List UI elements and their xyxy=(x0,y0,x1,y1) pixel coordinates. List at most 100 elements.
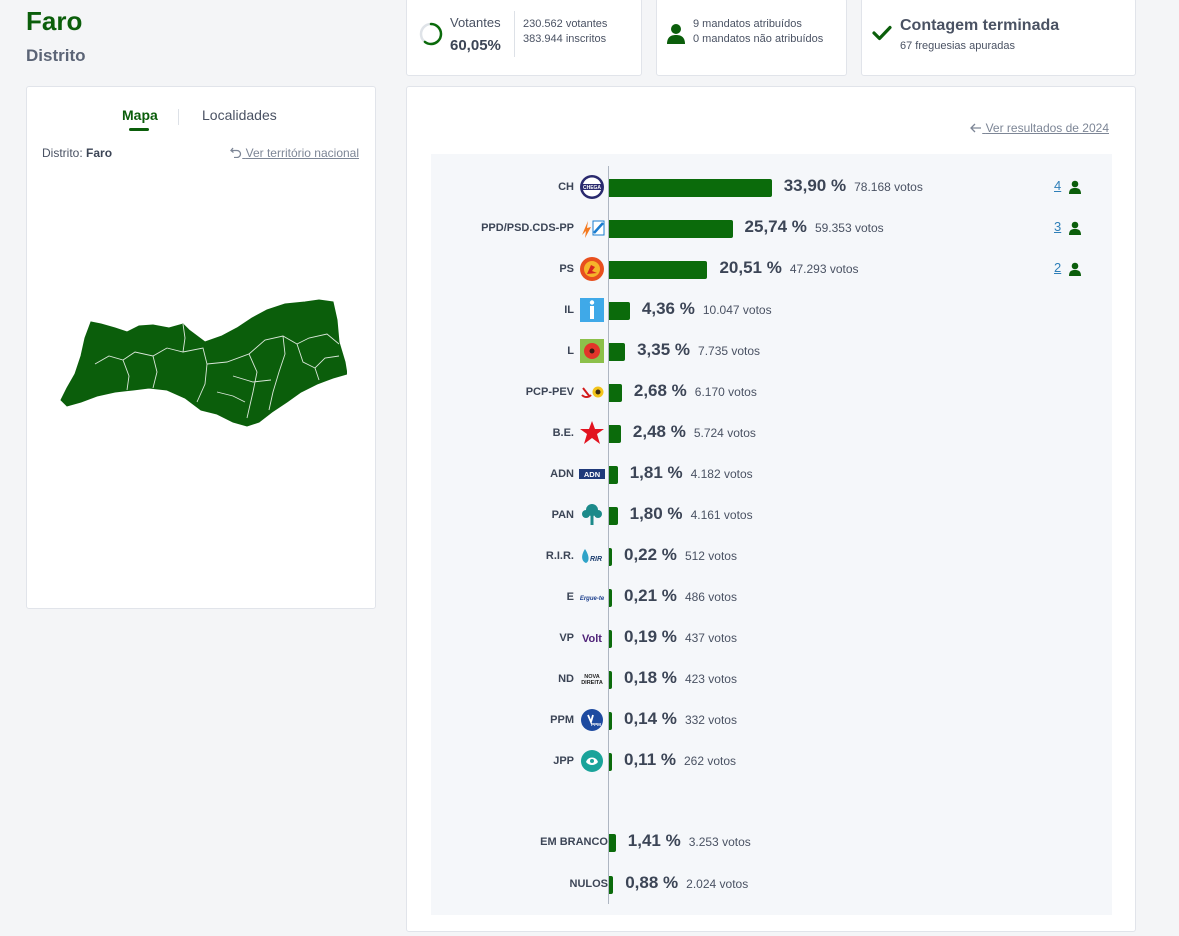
tab-divider xyxy=(178,109,179,125)
party-name: B.E. xyxy=(552,427,574,439)
result-bar xyxy=(609,876,614,894)
result-row: ND NOVA DIREITA 0,18 % 423 votos xyxy=(431,665,1112,693)
count-status-card: Contagem terminada 67 freguesias apurada… xyxy=(861,0,1136,76)
turnout-ring-icon xyxy=(419,22,443,46)
result-row: PAN 1,80 % 4.161 votos xyxy=(431,501,1112,529)
result-percentage: 0,21 % 486 votos xyxy=(624,586,737,606)
seats-link[interactable]: 2 xyxy=(1054,260,1062,275)
result-row: IL 4,36 % 10.047 votos xyxy=(431,296,1112,324)
party-name: ND xyxy=(558,673,574,685)
percentage-value: 2,48 % xyxy=(632,422,686,441)
party-logo-icon xyxy=(579,297,605,323)
map-panel: Mapa Localidades Distrito: Faro Ver terr… xyxy=(26,86,376,609)
percentage-value: 1,81 % xyxy=(629,463,683,482)
result-percentage: 0,88 % 2.024 votos xyxy=(625,873,748,893)
svg-text:PPM: PPM xyxy=(591,722,601,727)
page-subtitle: Distrito xyxy=(26,46,86,65)
divider xyxy=(514,11,515,57)
result-bar xyxy=(609,548,612,566)
vote-count: 2.024 votos xyxy=(686,877,749,891)
undo-arrow-icon xyxy=(230,147,242,159)
page-title: Faro xyxy=(26,6,83,36)
party-name: PAN xyxy=(551,509,574,521)
vote-count: 59.353 votos xyxy=(814,221,884,235)
previous-results-link[interactable]: Ver resultados de 2024 xyxy=(970,121,1109,135)
result-percentage: 4,36 % 10.047 votos xyxy=(642,299,772,319)
svg-text:Ergue-te: Ergue-te xyxy=(580,596,605,602)
district-indicator: Distrito: Faro xyxy=(42,146,112,160)
result-percentage: 2,48 % 5.724 votos xyxy=(633,422,756,442)
percentage-value: 0,88 % xyxy=(625,873,679,892)
party-name: PS xyxy=(559,263,574,275)
vote-count: 3.253 votos xyxy=(688,835,751,849)
percentage-value: 1,41 % xyxy=(627,831,681,850)
party-name: ADN xyxy=(550,468,574,480)
result-percentage: 20,51 % 47.293 votos xyxy=(719,258,858,278)
tab-map[interactable]: Mapa xyxy=(122,107,158,123)
result-row: PS 20,51 % 47.293 votos 2 xyxy=(431,255,1112,283)
municipality-region[interactable] xyxy=(60,299,347,427)
result-bar xyxy=(609,712,612,730)
vote-count: 486 votos xyxy=(684,590,737,604)
result-percentage: 0,11 % 262 votos xyxy=(624,750,736,770)
chart-axis xyxy=(608,166,609,904)
party-name: PPD/PSD.CDS-PP xyxy=(481,222,574,234)
results-chart: CH CHEGA 33,90 % 78.168 votos 4 PPD/PSD.CDS-P… xyxy=(431,154,1112,915)
percentage-value: 2,68 % xyxy=(633,381,687,400)
person-icon xyxy=(1069,262,1081,276)
seats-link[interactable]: 4 xyxy=(1054,178,1062,193)
percentage-value: 0,19 % xyxy=(624,627,677,646)
vote-count: 5.724 votos xyxy=(693,426,756,440)
result-bar xyxy=(609,507,618,525)
vote-count: 10.047 votos xyxy=(702,303,772,317)
svg-text:CHEGA: CHEGA xyxy=(583,185,601,191)
party-logo-icon xyxy=(579,256,605,282)
vote-count: 437 votos xyxy=(684,631,737,645)
party-name: IL xyxy=(564,304,574,316)
result-bar xyxy=(609,834,616,852)
percentage-value: 20,51 % xyxy=(719,258,782,277)
vote-count: 4.182 votos xyxy=(690,467,753,481)
tab-localities[interactable]: Localidades xyxy=(202,107,277,123)
party-logo-icon xyxy=(579,379,605,405)
vote-count: 6.170 votos xyxy=(694,385,757,399)
party-logo-icon xyxy=(579,215,605,241)
party-logo-icon xyxy=(579,420,605,446)
result-bar xyxy=(609,671,612,689)
party-logo-icon: PPM xyxy=(579,707,605,733)
previous-results-label: Ver resultados de 2024 xyxy=(985,121,1109,135)
vote-count: 78.168 votos xyxy=(854,180,923,194)
party-logo-icon: CHEGA xyxy=(579,174,605,200)
result-percentage: 1,81 % 4.182 votos xyxy=(630,463,753,483)
percentage-value: 0,11 % xyxy=(624,750,676,769)
tab-map-indicator xyxy=(129,128,149,131)
result-row: PPM PPM 0,14 % 332 votos xyxy=(431,706,1112,734)
result-row: JPP 0,11 % 262 votos xyxy=(431,747,1112,775)
result-row: EM BRANCO 1,41 % 3.253 votos xyxy=(431,828,1112,856)
percentage-value: 0,14 % xyxy=(624,709,677,728)
district-map[interactable] xyxy=(57,292,347,432)
parishes-counted: 67 freguesias apuradas xyxy=(900,40,1015,52)
arrow-left-icon xyxy=(970,123,982,133)
district-label: Distrito: xyxy=(42,146,83,160)
result-bar xyxy=(609,179,772,197)
national-territory-label: Ver território nacional xyxy=(245,146,359,160)
assigned-mandates: 9 mandatos atribuídos xyxy=(693,18,802,30)
party-name: CH xyxy=(558,181,574,193)
result-bar xyxy=(609,302,630,320)
result-row: R.I.R. RIR 0,22 % 512 votos xyxy=(431,542,1112,570)
turnout-card: Votantes 60,05% 230.562 votantes 383.944… xyxy=(406,0,642,76)
national-territory-link[interactable]: Ver território nacional xyxy=(230,146,359,160)
mandates-card: 9 mandatos atribuídos 0 mandatos não atr… xyxy=(656,0,847,76)
svg-text:Volt: Volt xyxy=(582,633,602,645)
result-row: NULOS 0,88 % 2.024 votos xyxy=(431,870,1112,898)
result-bar xyxy=(609,589,612,607)
result-row: B.E. 2,48 % 5.724 votos xyxy=(431,419,1112,447)
seats-link[interactable]: 3 xyxy=(1054,219,1062,234)
party-logo-icon xyxy=(579,338,605,364)
party-name: PCP-PEV xyxy=(525,386,574,398)
person-icon xyxy=(1069,180,1081,194)
result-row: E Ergue-te 0,21 % 486 votos xyxy=(431,583,1112,611)
percentage-value: 25,74 % xyxy=(744,217,807,236)
unassigned-mandates: 0 mandatos não atribuídos xyxy=(693,33,824,45)
